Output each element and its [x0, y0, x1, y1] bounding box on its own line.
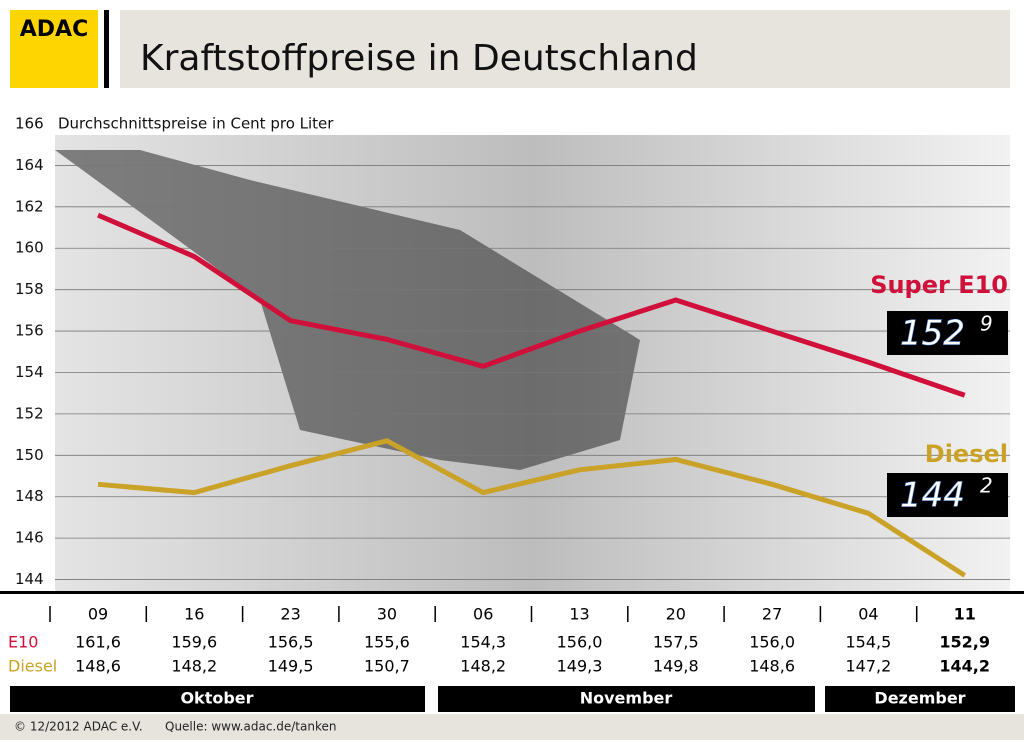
logo-text: ADAC	[20, 17, 88, 42]
display-sup: 2	[980, 474, 993, 498]
legend-label: Super E10	[870, 271, 1008, 299]
x-tick-label: 20	[666, 605, 686, 624]
value-label: 148,6	[75, 657, 121, 676]
value-label: 154,5	[845, 633, 891, 652]
value-label: 149,3	[557, 657, 603, 676]
y-tick-label: 164	[15, 156, 44, 174]
price-display	[887, 311, 1008, 355]
value-label: 157,5	[653, 633, 699, 652]
y-axis-label: Durchschnittspreise in Cent pro Liter	[58, 115, 334, 133]
price-display	[887, 473, 1008, 517]
value-label: 144,2	[939, 657, 990, 676]
series-line	[97, 438, 967, 578]
value-label: 148,2	[460, 657, 506, 676]
display-sup: 9	[980, 312, 993, 336]
x-tick-label: 11	[954, 605, 976, 624]
y-tick-label: 158	[15, 280, 44, 298]
y-tick-label: 150	[15, 446, 44, 464]
source: Quelle: www.adac.de/tanken	[165, 720, 336, 734]
value-label: 148,2	[171, 657, 217, 676]
month-bar	[825, 686, 1015, 712]
month-bar	[438, 686, 815, 712]
chart-title: Kraftstoffpreise in Deutschland	[140, 38, 698, 79]
month-label: Dezember	[874, 689, 965, 708]
value-label: 149,8	[653, 657, 699, 676]
value-label: 156,0	[557, 633, 603, 652]
value-label: 150,7	[364, 657, 410, 676]
x-tick-label: 13	[569, 605, 589, 624]
y-tick-label: 160	[15, 239, 44, 257]
series-line	[97, 212, 966, 398]
value-label: 159,6	[171, 633, 217, 652]
header-band	[120, 10, 1010, 88]
month-label: November	[580, 689, 673, 708]
month-bar	[10, 686, 425, 712]
y-tick-label: 166	[15, 115, 44, 133]
value-label: 155,6	[364, 633, 410, 652]
row-label: E10	[8, 633, 38, 652]
y-tick-label: 152	[15, 404, 44, 422]
x-tick-label: 23	[280, 605, 300, 624]
row-label: Diesel	[8, 657, 57, 676]
display-main: 144	[900, 476, 965, 516]
value-label: 148,6	[749, 657, 795, 676]
x-tick-label: 30	[377, 605, 397, 624]
x-tick-label: 27	[762, 605, 782, 624]
x-axis-line	[0, 591, 1024, 594]
value-label: 156,0	[749, 633, 795, 652]
value-label: 156,5	[268, 633, 314, 652]
nozzle-shape	[55, 150, 640, 470]
y-tick-label: 156	[15, 322, 44, 340]
legend-label: Diesel	[925, 440, 1008, 468]
y-tick-label: 144	[15, 570, 44, 588]
value-label: 147,2	[845, 657, 891, 676]
y-tick-label: 162	[15, 197, 44, 215]
y-tick-label: 154	[15, 363, 44, 381]
month-label: Oktober	[180, 689, 253, 708]
value-label: 161,6	[75, 633, 121, 652]
value-label: 154,3	[460, 633, 506, 652]
copyright: © 12/2012 ADAC e.V.	[14, 720, 143, 734]
footer-band	[0, 714, 1024, 740]
y-tick-label: 148	[15, 487, 44, 505]
divider	[104, 10, 109, 88]
logo-box	[10, 10, 98, 88]
display-main: 152	[900, 314, 965, 354]
x-tick-label: 16	[184, 605, 204, 624]
x-tick-label: 09	[88, 605, 108, 624]
value-label: 152,9	[939, 633, 990, 652]
x-tick-label: 06	[473, 605, 493, 624]
x-tick-label: 04	[858, 605, 878, 624]
value-label: 149,5	[268, 657, 314, 676]
y-tick-label: 146	[15, 529, 44, 547]
